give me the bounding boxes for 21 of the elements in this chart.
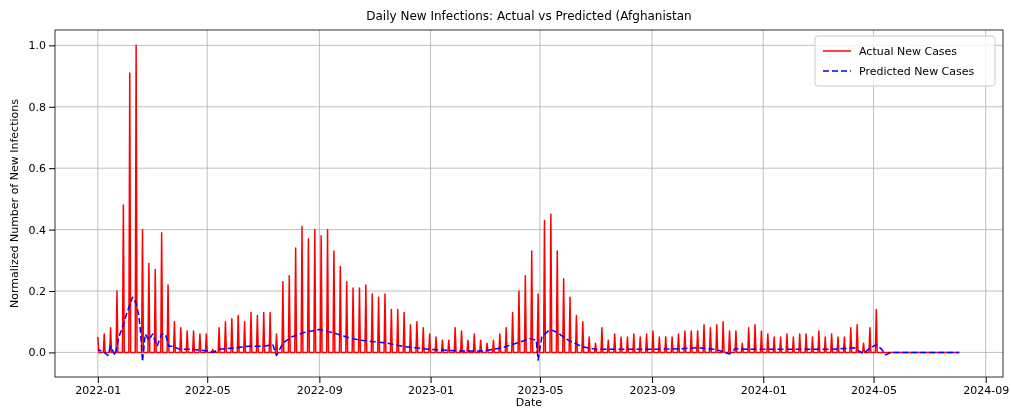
y-tick-label: 0.6 xyxy=(28,162,46,176)
x-tick-label: 2022-05 xyxy=(184,383,231,397)
y-tick-label: 0.8 xyxy=(28,100,46,114)
y-tick-label: 1.0 xyxy=(28,39,46,53)
legend-label: Predicted New Cases xyxy=(859,65,975,78)
line-series xyxy=(97,296,960,363)
x-tick-label: 2023-05 xyxy=(517,383,564,397)
y-tick-label: 0.2 xyxy=(28,285,46,299)
x-tick-label: 2024-05 xyxy=(851,383,898,397)
x-axis-title: Date xyxy=(515,396,543,409)
y-axis-title: Normalized Number of New Infections xyxy=(8,98,21,308)
x-tick-label: 2024-09 xyxy=(963,383,1010,397)
x-tick-label: 2024-01 xyxy=(740,383,787,397)
chart-title: Daily New Infections: Actual vs Predicted (Afghanistan xyxy=(366,9,692,23)
x-tick-label: 2022-01 xyxy=(75,383,122,397)
x-tick-label: 2023-09 xyxy=(629,383,676,397)
y-tick-label: 0.4 xyxy=(28,223,46,237)
legend-label: Actual New Cases xyxy=(859,45,958,58)
y-tick-label: 0.0 xyxy=(28,346,46,360)
x-tick-label: 2022-09 xyxy=(296,383,343,397)
x-tick-label: 2023-01 xyxy=(408,383,455,397)
